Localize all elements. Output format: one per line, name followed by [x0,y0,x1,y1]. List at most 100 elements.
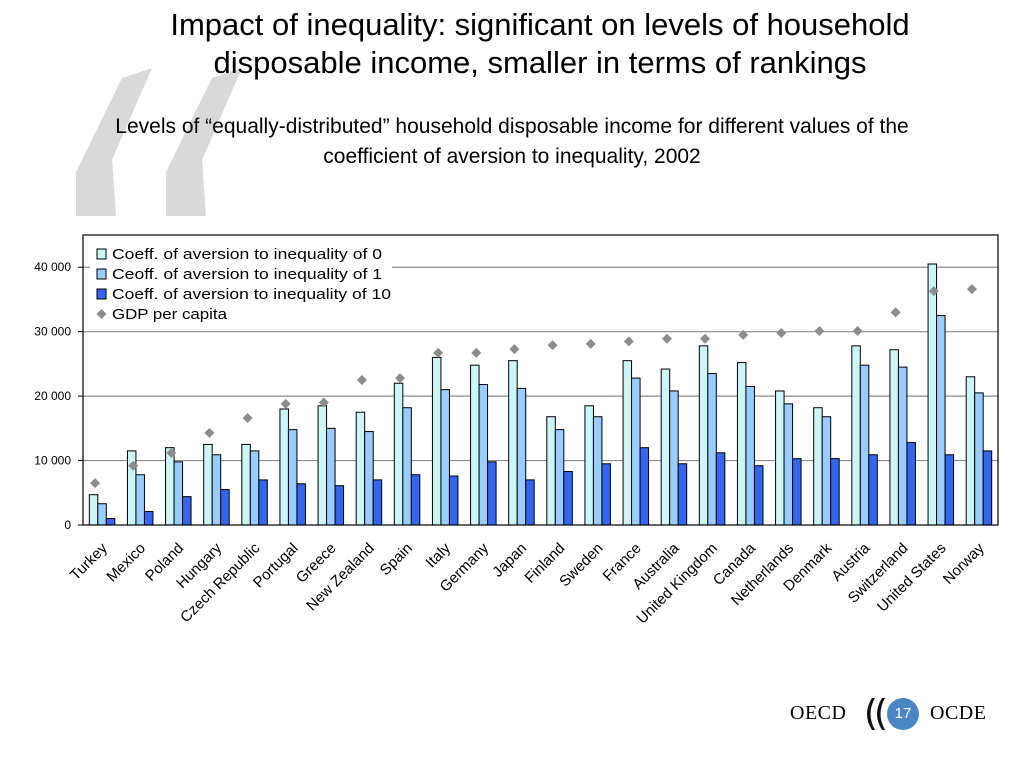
x-tick-label: Mexico [103,540,149,586]
bar-coeff-10 [753,465,764,526]
bar-coeff-10 [906,442,916,526]
bar-coeff-0 [813,407,823,526]
bar-coeff-10 [448,475,459,526]
bar-coeff-0 [698,345,709,526]
gdp-per-capita-marker [890,307,901,318]
bar-coeff-10 [410,474,421,526]
bar-coeff-0 [88,494,99,526]
bar-coeff-0 [126,450,137,526]
bar-coeff-0 [203,443,213,526]
bar-coeff-1 [402,407,412,526]
bar-coeff-0 [546,416,556,526]
bar-coeff-0 [165,447,175,526]
gdp-per-capita-marker [585,338,596,349]
gdp-per-capita-marker [776,327,787,338]
bar-coeff-10 [639,447,650,526]
gdp-per-capita-marker [318,397,329,408]
bar-coeff-1 [745,385,755,526]
legend-label: GDP per capita [112,306,228,323]
gdp-per-capita-marker [966,284,977,295]
gdp-per-capita-marker [509,344,520,355]
legend-label: Coeff. of aversion to inequality of 10 [112,286,391,303]
gdp-per-capita-marker [166,447,177,458]
y-tick-label: 20 000 [34,389,71,403]
bar-coeff-0 [851,345,861,526]
bar-coeff-1 [249,450,260,526]
bar-coeff-10 [296,483,306,526]
bar-coeff-1 [364,431,374,526]
gdp-per-capita-marker [90,478,101,489]
bar-coeff-0 [584,405,594,526]
bar-coeff-0 [431,356,442,526]
gdp-per-capita-marker [814,326,825,337]
gdp-per-capita-marker [738,329,749,340]
bar-coeff-10 [982,450,993,526]
bar-coeff-0 [927,263,938,526]
bar-coeff-1 [287,429,298,526]
bar-coeff-1 [669,390,679,526]
bar-coeff-0 [393,382,404,526]
gdp-per-capita-marker [280,398,291,409]
bar-coeff-1 [707,373,717,526]
gdp-per-capita-marker [661,333,672,344]
y-tick-label: 30 000 [34,325,71,339]
gdp-per-capita-marker [356,375,367,385]
oecd-logo: OECD 17 OCDE [790,694,1010,734]
legend-swatch [96,248,107,260]
bar-coeff-1 [974,392,984,526]
bar-coeff-0 [241,443,251,526]
bar-coeff-1 [97,503,107,526]
x-tick-label: Spain [377,540,416,579]
chart-subtitle-line-2: coefficient of aversion to inequality, 2… [323,145,701,168]
gdp-per-capita-marker [471,347,482,358]
bar-coeff-10 [830,458,840,526]
bar-coeff-10 [677,463,688,526]
legend-label: Coeff. of aversion to inequality of 0 [112,246,382,263]
bar-coeff-1 [783,403,794,526]
gdp-per-capita-marker [395,373,406,384]
legend-background [90,241,392,323]
bar-coeff-1 [211,454,222,526]
legend-swatch [96,288,107,300]
oecd-emblem-icon [867,698,885,730]
bar-coeff-0 [317,405,328,526]
bar-coeff-10 [525,479,535,526]
bar-coeff-1 [326,427,336,526]
bar-coeff-0 [508,360,518,526]
bar-coeff-10 [601,463,611,526]
plot-area-frame [82,234,999,526]
chart-subtitle-line-1: Levels of “equally-distributed” househol… [115,115,909,138]
legend-swatch [96,309,107,319]
bar-coeff-0 [736,362,747,526]
bar-coeff-10 [715,452,726,526]
slide-title-line-1: Impact of inequality: significant on lev… [170,7,910,42]
bar-coeff-10 [944,454,955,526]
bar-coeff-0 [965,376,976,526]
bar-coeff-1 [478,384,489,526]
bar-coeff-10 [792,458,802,526]
bar-coeff-10 [372,479,383,526]
logo-text-oecd: OECD [790,702,847,724]
y-tick-label: 40 000 [34,260,71,274]
logo-text-ocde: OCDE [930,702,987,724]
x-tick-label: Norway [940,539,988,587]
gdp-per-capita-marker [128,460,139,471]
x-tick-label: New Zealand [303,540,378,615]
x-tick-label: Italy [423,539,455,571]
bar-coeff-10 [868,454,878,526]
bar-coeff-1 [897,366,908,526]
chart-subtitle: Levels of “equally-distributed” househol… [20,112,1004,172]
bar-coeff-10 [143,510,154,526]
legend-label: Ceoff. of aversion to inequality of 1 [112,266,382,283]
bar-coeff-1 [440,389,450,526]
legend-swatch [96,268,107,280]
bar-coeff-0 [355,411,366,526]
x-tick-label: Turkey [67,539,111,583]
gdp-per-capita-marker [433,347,444,358]
bar-coeff-10 [182,496,192,526]
bar-coeff-1 [936,315,946,526]
gdp-per-capita-marker [700,333,711,344]
bar-coeff-10 [334,485,345,526]
bar-coeff-10 [220,489,230,526]
